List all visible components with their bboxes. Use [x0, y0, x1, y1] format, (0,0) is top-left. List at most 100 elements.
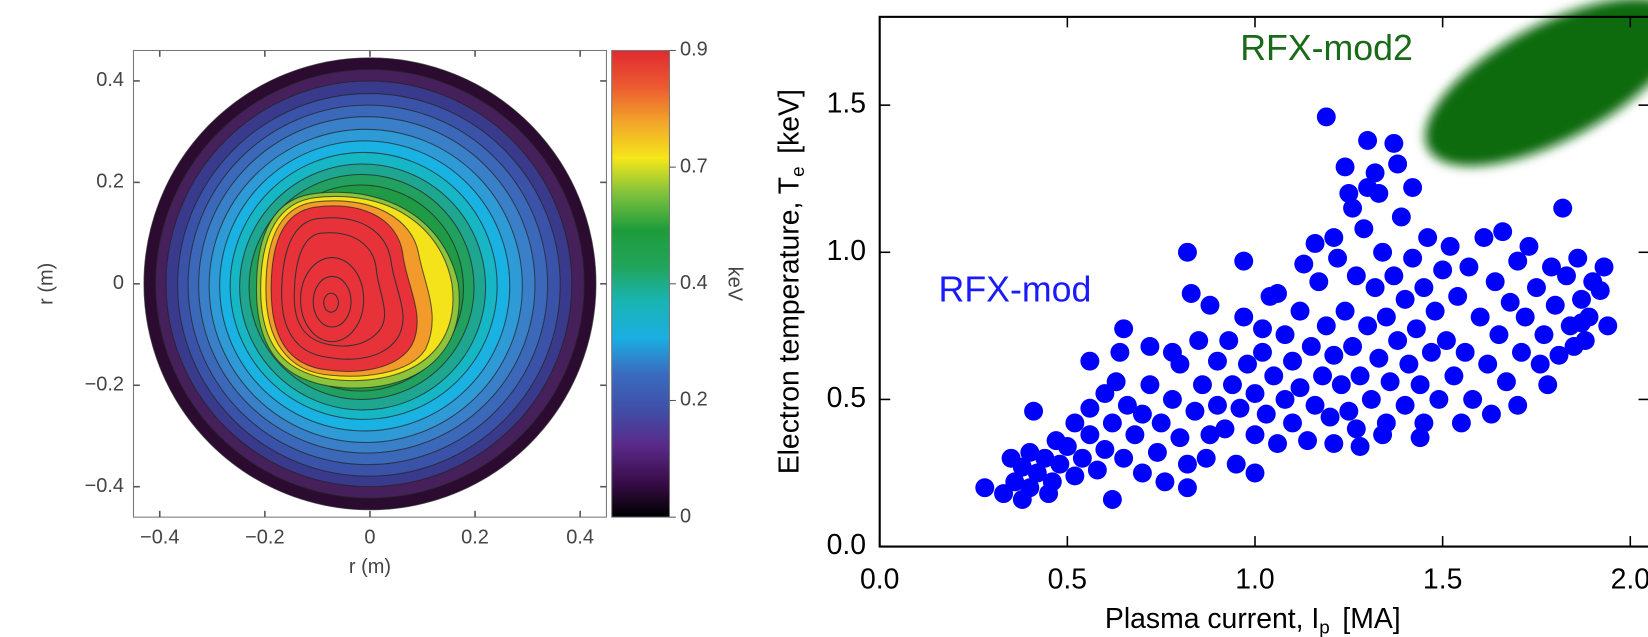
temperature-map [143, 57, 597, 511]
label-text: Electron temperature, T [773, 177, 805, 474]
data-point [1564, 336, 1584, 356]
data-point [1474, 228, 1494, 248]
data-point [1429, 389, 1449, 409]
contour-lines [281, 217, 404, 360]
data-point [1313, 366, 1333, 386]
y-axis-label: r (m) [36, 263, 58, 305]
data-point [1500, 292, 1520, 312]
data-point [1151, 413, 1171, 433]
contour-line [293, 232, 386, 347]
data-point [1042, 472, 1062, 492]
data-point [1238, 354, 1257, 374]
data-point [1358, 316, 1378, 336]
annotation: RFX-mod [939, 270, 1092, 310]
data-point [1192, 375, 1212, 395]
data-point [1560, 316, 1580, 336]
data-point [1324, 228, 1344, 248]
data-point [1395, 289, 1415, 309]
data-point [1527, 278, 1546, 298]
data-point [994, 484, 1014, 504]
data-point [1346, 266, 1366, 286]
data-point [975, 478, 995, 498]
data-point [1324, 434, 1344, 454]
data-point [1132, 404, 1152, 424]
data-point [1365, 163, 1385, 183]
data-point [1283, 351, 1302, 371]
data-point [1481, 404, 1501, 424]
x-tick-label: 1.0 [1235, 564, 1274, 596]
label-unit: [MA] [1342, 603, 1400, 635]
data-point [1530, 354, 1550, 374]
data-point [1215, 419, 1235, 439]
data-point [1117, 395, 1137, 415]
data-point [1001, 448, 1021, 468]
data-point [1200, 425, 1220, 445]
data-point [1234, 307, 1254, 327]
annotation: RFX-mod2 [1240, 28, 1413, 68]
data-point [1583, 272, 1603, 292]
data-point [1358, 178, 1378, 198]
data-point [1350, 366, 1370, 386]
data-point [1328, 248, 1348, 268]
data-point [1553, 198, 1573, 218]
data-point [1046, 431, 1066, 451]
data-point [1106, 372, 1126, 392]
data-point [1181, 284, 1201, 303]
data-point [1102, 490, 1122, 509]
data-point [1335, 301, 1355, 321]
data-point [1301, 336, 1321, 356]
data-point [1245, 463, 1265, 483]
data-point [1080, 398, 1100, 418]
data-point [1268, 434, 1287, 454]
data-point [1448, 286, 1468, 306]
data-point [1376, 307, 1396, 327]
data-point [1125, 425, 1145, 445]
colorbar-tick-label: 0.9 [680, 39, 708, 61]
data-point [1065, 466, 1085, 486]
data-point [1219, 331, 1239, 351]
data-point [1208, 395, 1227, 415]
colorbar-tick-label: 0.2 [680, 389, 708, 411]
data-point [1451, 413, 1471, 433]
data-point [1384, 133, 1404, 153]
y-tick-label: 0.5 [827, 382, 866, 414]
data-point [1508, 251, 1528, 271]
data-point [1027, 463, 1047, 483]
data-point [1208, 351, 1227, 371]
data-point [1309, 272, 1329, 292]
data-point [1557, 266, 1576, 286]
data-point [1365, 278, 1385, 298]
x-tick-label: 0 [364, 526, 375, 548]
data-point [1399, 354, 1419, 374]
data-point [1185, 401, 1205, 421]
y-tick-label: 1.0 [827, 235, 866, 267]
data-point [1433, 260, 1453, 280]
data-point [1410, 428, 1430, 448]
data-point [1177, 454, 1197, 474]
rfx-mod2-region [1425, 0, 1648, 166]
data-point [1140, 375, 1160, 395]
data-point [1455, 342, 1475, 362]
data-point [1253, 342, 1272, 362]
data-point [1223, 375, 1242, 395]
data-point [1343, 198, 1363, 218]
data-point [1020, 442, 1040, 462]
data-point [1406, 319, 1426, 339]
data-point [1335, 157, 1355, 177]
data-point [1485, 272, 1505, 292]
y-tick-label: −0.2 [85, 374, 124, 396]
x-tick-label: −0.4 [140, 526, 179, 548]
data-point [1230, 398, 1250, 418]
data-point [1245, 384, 1265, 404]
data-point [1511, 342, 1531, 362]
data-point [1549, 345, 1569, 365]
contour-line [281, 217, 404, 360]
data-point [1065, 413, 1085, 433]
y-tick-label: −0.4 [85, 475, 124, 497]
contour-line [323, 292, 339, 313]
data-point [1395, 395, 1415, 415]
data-point [1496, 372, 1516, 392]
y-tick-label: 0 [113, 272, 124, 294]
data-point [1305, 395, 1325, 415]
data-point [1305, 233, 1325, 253]
